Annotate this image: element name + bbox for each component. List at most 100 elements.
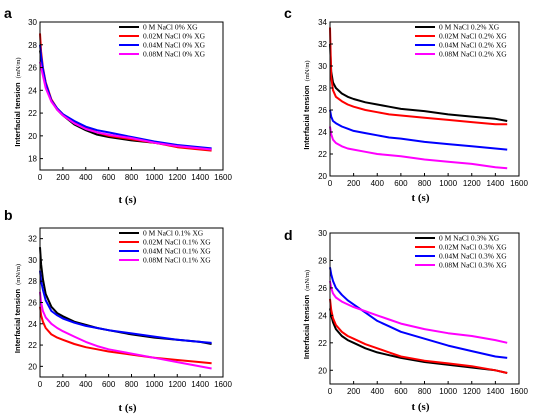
x-tick-label: 600 [102, 173, 116, 182]
legend-entry: 0.04M NaCl 0.3% XG [439, 252, 507, 261]
y-axis-label: Interfacial tension (mN/m) [13, 264, 22, 353]
x-tick-label: 1600 [510, 387, 528, 396]
x-axis-label: t (s) [118, 194, 136, 206]
legend-entry: 0.04M NaCl 0.1% XG [143, 247, 211, 256]
y-tick-label: 30 [318, 62, 327, 71]
legend-entry: 0 M NaCl 0.1% XG [143, 229, 204, 238]
x-tick-label: 600 [394, 387, 408, 396]
x-tick-label: 600 [102, 380, 116, 389]
panel-letter: b [4, 207, 13, 223]
y-axis-unit: (mN/m) [15, 57, 22, 78]
y-axis-title: Interfacial tension [302, 294, 311, 359]
x-tick-label: 0 [328, 387, 333, 396]
series-line-a-0 [39, 50, 212, 151]
series-line-c-2 [329, 109, 508, 151]
y-tick-label: 24 [28, 86, 37, 95]
y-tick-label: 20 [318, 172, 327, 181]
panel-d: d 0 200 400 600 800 1000 1200 1400 1600 20 22 24 26 28… [284, 227, 528, 413]
x-tick-label: 400 [371, 387, 385, 396]
x-tick-label: 1600 [214, 173, 232, 182]
y-tick-label: 20 [28, 362, 37, 371]
y-tick-label: 22 [318, 150, 327, 159]
x-axis-label: t (s) [411, 401, 429, 413]
legend-entry: 0.04M NaCl 0% XG [143, 41, 206, 50]
y-axis-label: Interfacial tension (mN/m) [13, 57, 22, 146]
y-tick-label: 22 [28, 341, 37, 350]
x-tick-label: 1200 [168, 173, 186, 182]
x-tick-label: 1200 [463, 179, 481, 188]
x-tick-label: 1000 [439, 179, 457, 188]
y-tick-label: 24 [318, 128, 327, 137]
series-line-b-1 [39, 306, 212, 365]
series-line-d-1 [329, 298, 508, 374]
y-tick-label: 24 [318, 311, 327, 320]
series-line-d-2 [329, 267, 508, 359]
y-tick-label: 20 [318, 366, 327, 375]
x-tick-label: 1400 [486, 179, 504, 188]
legend-entry: 0 M NaCl 0% XG [143, 23, 198, 32]
y-axis-label: Interfacial tension (mN/m) [302, 60, 311, 149]
y-tick-label: 26 [28, 64, 37, 73]
x-tick-label: 400 [79, 380, 93, 389]
x-tick-label: 1400 [191, 173, 209, 182]
legend-entry: 0.02M NaCl 0.3% XG [439, 243, 507, 252]
y-tick-label: 22 [28, 109, 37, 118]
series-line-a-2 [39, 44, 212, 150]
x-tick-label: 200 [56, 173, 70, 182]
panel-letter: c [284, 5, 292, 21]
panel-b: b 0 200 400 600 800 1000 1200 1400 1600 20 22 24 26 28… [4, 207, 232, 414]
x-tick-label: 1000 [145, 173, 163, 182]
legend-entry: 0 M NaCl 0.2% XG [439, 23, 500, 32]
x-tick-label: 800 [125, 173, 139, 182]
x-tick-label: 400 [371, 179, 385, 188]
y-axis-unit: (mN/m) [304, 60, 311, 81]
legend-entry: 0.08M NaCl 0% XG [143, 50, 206, 59]
x-tick-label: 1200 [168, 380, 186, 389]
y-tick-label: 28 [28, 277, 37, 286]
y-tick-label: 30 [28, 18, 37, 27]
legend-entry: 0.02M NaCl 0% XG [143, 32, 206, 41]
x-tick-label: 0 [38, 380, 43, 389]
x-tick-label: 1400 [486, 387, 504, 396]
series-line-b-3 [39, 291, 212, 370]
series-line-c-3 [329, 126, 508, 170]
y-tick-label: 26 [318, 284, 327, 293]
x-tick-label: 1000 [145, 380, 163, 389]
y-axis-label: Interfacial tension (mN/m) [302, 270, 311, 359]
x-tick-label: 800 [418, 387, 432, 396]
series-line-d-0 [329, 308, 508, 374]
y-tick-label: 32 [318, 40, 327, 49]
x-tick-label: 200 [347, 387, 361, 396]
y-tick-label: 18 [28, 155, 37, 164]
y-axis-unit: (mN/m) [304, 270, 311, 291]
legend-entry: 0.04M NaCl 0.2% XG [439, 41, 507, 50]
legend-entry: 0.08M NaCl 0.1% XG [143, 256, 211, 265]
legend-entry: 0.08M NaCl 0.3% XG [439, 261, 507, 270]
x-tick-label: 400 [79, 173, 93, 182]
x-axis-label: t (s) [411, 192, 429, 204]
y-axis-title: Interfacial tension [13, 288, 22, 353]
x-tick-label: 1600 [510, 179, 528, 188]
x-tick-label: 200 [347, 179, 361, 188]
y-axis-title: Interfacial tension [13, 82, 22, 147]
legend-entry: 0.02M NaCl 0.2% XG [439, 32, 507, 41]
series-line-c-0 [329, 43, 508, 122]
x-tick-label: 800 [418, 179, 432, 188]
y-tick-label: 28 [28, 41, 37, 50]
x-tick-label: 1200 [463, 387, 481, 396]
panel-letter: a [4, 5, 12, 21]
x-axis-label: t (s) [118, 402, 136, 414]
series-line-c-1 [329, 27, 508, 126]
legend-entry: 0.02M NaCl 0.1% XG [143, 238, 211, 247]
series-line-b-2 [39, 270, 212, 344]
legend-entry: 0.08M NaCl 0.2% XG [439, 50, 507, 59]
x-tick-label: 600 [394, 179, 408, 188]
legend-entry: 0 M NaCl 0.3% XG [439, 234, 500, 243]
y-tick-label: 30 [28, 256, 37, 265]
y-tick-label: 30 [318, 229, 327, 238]
y-tick-label: 26 [28, 299, 37, 308]
y-tick-label: 28 [318, 84, 327, 93]
y-tick-label: 20 [28, 132, 37, 141]
y-tick-label: 28 [318, 256, 327, 265]
